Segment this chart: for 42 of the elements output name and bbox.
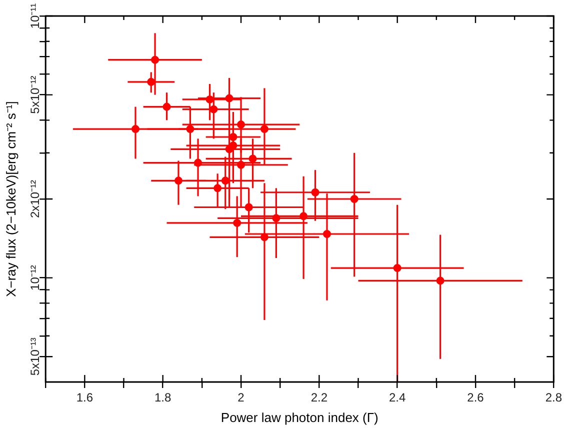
x-tick-label: 1.8 [154,390,172,405]
point [237,120,246,129]
x-tick-label: 2.8 [545,390,562,405]
point [221,176,230,185]
y-tick-label: 10⁻¹² [28,265,42,290]
point [436,276,444,285]
point [233,218,242,227]
x-tick-label: 2.4 [388,390,406,405]
point [210,105,218,114]
point [194,158,202,167]
point [350,195,358,203]
point [151,56,160,64]
point [237,160,246,169]
x-tick-label: 2.6 [467,390,484,405]
y-tick-label: 5x10⁻¹³ [28,338,42,376]
point [131,125,140,134]
point [162,102,171,111]
x-tick-label: 1.6 [76,390,94,405]
point [300,212,308,220]
point [260,233,268,242]
point [272,214,280,222]
y-tick-label: 2x10⁻¹² [28,180,42,218]
y-tick-label: 5x10⁻¹² [28,76,42,114]
point [147,78,156,86]
point [214,184,222,192]
x-axis-title: Power law photon index (Γ) [220,410,378,425]
y-axis-title: X−ray flux (2−10keV)[erg cm⁻² s⁻¹] [3,101,18,297]
point [260,125,268,134]
point [229,133,238,142]
point [244,203,253,212]
point [174,176,182,185]
point [225,145,234,154]
point [311,188,320,196]
point [186,125,194,134]
y-tick-label: 10⁻¹¹ [28,3,42,29]
point [206,95,214,104]
point [322,230,331,238]
point [225,94,234,102]
point [248,154,257,163]
point [393,264,402,272]
x-tick-label: 2.2 [310,390,328,405]
x-tick-label: 2 [238,390,245,405]
